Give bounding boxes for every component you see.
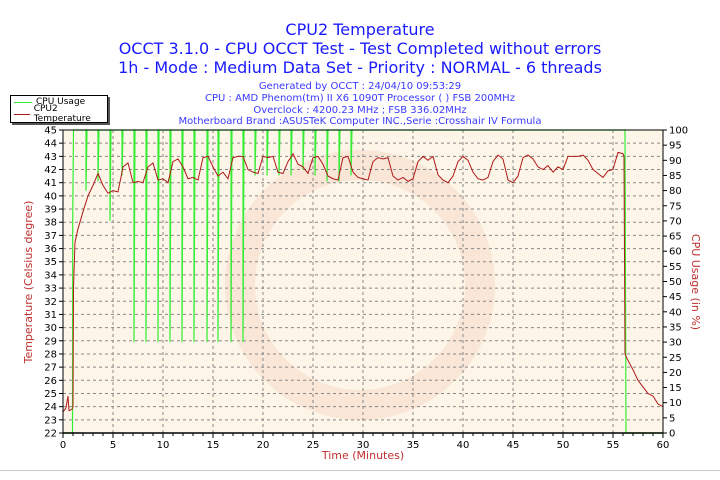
- y2-tick-label: 15: [669, 383, 682, 394]
- y-tick-label: 34: [44, 270, 57, 281]
- y2-tick-label: 10: [669, 398, 682, 409]
- y2-tick-label: 40: [669, 307, 682, 318]
- y-tick-label: 38: [44, 218, 57, 229]
- y2-tick-label: 30: [669, 338, 682, 349]
- x-tick-label: 55: [607, 440, 620, 451]
- y2-tick-label: 25: [669, 353, 682, 364]
- y2-tick-label: 65: [669, 232, 682, 243]
- chart-subtitle-1: OCCT 3.1.0 - CPU OCCT Test - Test Comple…: [118, 39, 602, 58]
- y-tick-label: 31: [44, 310, 57, 321]
- watermark-logo: [225, 150, 495, 420]
- x-tick-label: 0: [60, 440, 66, 451]
- legend: CPU Usage CPU2 Temperature: [10, 95, 108, 124]
- x-tick-label: 50: [557, 440, 570, 451]
- y2-tick-label: 45: [669, 292, 682, 303]
- x-tick-label: 10: [157, 440, 170, 451]
- y-tick-label: 27: [44, 363, 57, 374]
- info-cpu: CPU : AMD Phenom(tm) II X6 1090T Process…: [205, 93, 515, 104]
- y-tick-label: 35: [44, 257, 57, 268]
- y-axis-label: Temperature (Celsius degree): [22, 201, 35, 365]
- y2-tick-label: 35: [669, 322, 682, 333]
- x-tick-label: 5: [110, 440, 116, 451]
- y2-tick-label: 80: [669, 186, 682, 197]
- y-tick-label: 25: [44, 389, 57, 400]
- y2-tick-label: 85: [669, 171, 682, 182]
- y-tick-label: 26: [44, 376, 57, 387]
- x-tick-label: 45: [507, 440, 520, 451]
- x-tick-label: 15: [207, 440, 220, 451]
- y2-tick-label: 90: [669, 156, 682, 167]
- legend-item-temperature: CPU2 Temperature: [11, 104, 107, 124]
- y-tick-label: 33: [44, 284, 57, 295]
- frame-divider: [0, 470, 720, 471]
- chart-subtitle-2: 1h - Mode : Medium Data Set - Priority :…: [118, 58, 602, 77]
- legend-swatch-usage: [14, 101, 32, 103]
- info-motherboard: Motherboard Brand :ASUSTeK Computer INC.…: [178, 116, 542, 127]
- x-tick-label: 30: [357, 440, 370, 451]
- legend-item-usage: CPU Usage: [11, 96, 107, 108]
- y-tick-label: 36: [44, 244, 57, 255]
- y2-tick-label: 70: [669, 216, 682, 227]
- y-tick-label: 41: [44, 178, 57, 189]
- info-generated: Generated by OCCT : 24/04/10 09:53:29: [258, 81, 462, 92]
- x-tick-label: 35: [407, 440, 420, 451]
- y-tick-label: 39: [44, 205, 57, 216]
- y2-tick-label: 0: [669, 429, 675, 440]
- y2-axis-label: CPU Usage (in %): [689, 234, 702, 330]
- y-tick-label: 22: [44, 429, 57, 440]
- y2-tick-label: 55: [669, 262, 682, 273]
- y-tick-label: 28: [44, 349, 57, 360]
- y-tick-label: 29: [44, 336, 57, 347]
- y-tick-label: 43: [44, 152, 57, 163]
- y2-tick-label: 60: [669, 247, 682, 258]
- y-tick-label: 45: [44, 126, 57, 137]
- y-tick-label: 40: [44, 191, 57, 202]
- legend-swatch-temperature: [14, 113, 30, 115]
- y2-tick-label: 20: [669, 368, 682, 379]
- y-tick-label: 24: [44, 402, 57, 413]
- chart-title: CPU2 Temperature: [285, 20, 435, 39]
- y-tick-label: 44: [44, 139, 57, 150]
- info-overclock: Overclock : 4200.23 MHz ; FSB 336.02MHz: [253, 105, 467, 116]
- legend-label-temperature: CPU2 Temperature: [33, 104, 91, 124]
- y2-tick-label: 100: [669, 126, 688, 137]
- x-tick-label: 60: [657, 440, 670, 451]
- y-tick-label: 30: [44, 323, 57, 334]
- x-tick-label: 20: [257, 440, 270, 451]
- y2-tick-label: 75: [669, 201, 682, 212]
- x-tick-label: 25: [307, 440, 320, 451]
- legend-label-usage: CPU Usage: [36, 97, 86, 107]
- y-tick-label: 32: [44, 297, 57, 308]
- y2-tick-label: 95: [669, 141, 682, 152]
- series-line-cpu2-temperature: [62, 151, 664, 413]
- y-tick-label: 37: [44, 231, 57, 242]
- x-axis-label: Time (Minutes): [321, 449, 404, 462]
- y-tick-label: 23: [44, 415, 57, 426]
- x-tick-label: 40: [457, 440, 470, 451]
- y2-tick-label: 5: [669, 413, 675, 424]
- y2-tick-label: 50: [669, 277, 682, 288]
- y-tick-label: 42: [44, 165, 57, 176]
